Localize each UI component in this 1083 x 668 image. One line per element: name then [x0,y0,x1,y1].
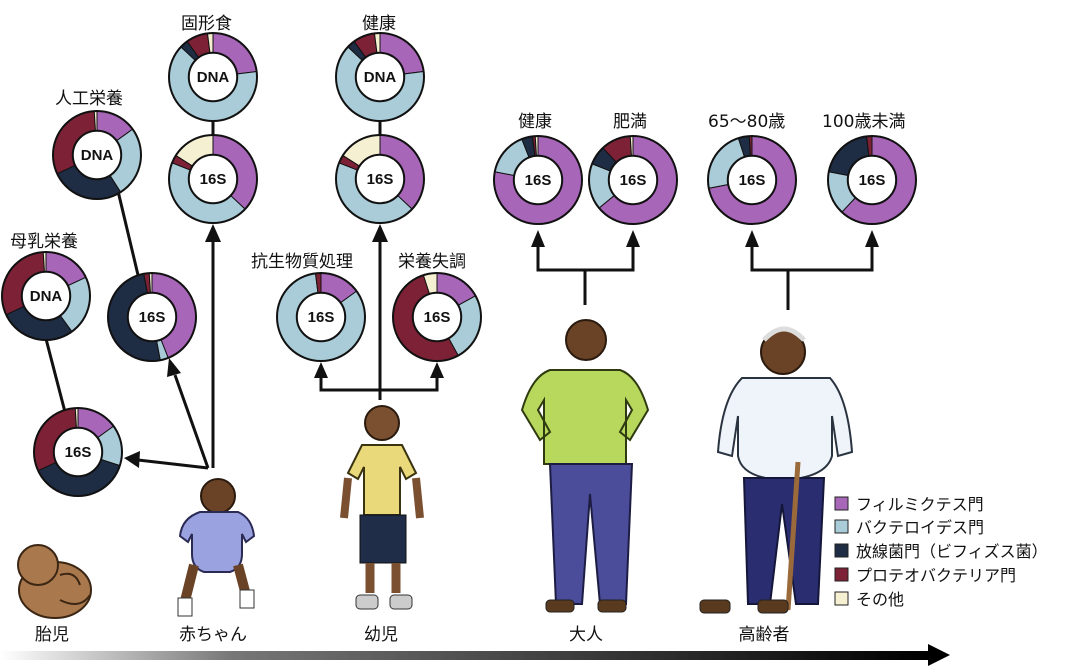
donut-center-label: DNA [30,288,63,305]
donut-charts: DNA母乳栄養16SDNA人工栄養16SDNA固形食16SDNA健康16S16S… [1,14,917,497]
donut-sf-dna: DNA 固形食 [168,14,258,122]
bf-connector [43,334,67,413]
donut-hc-16s: 16S [335,134,425,224]
donut-el-16s: 16S 65～80歳 [707,112,797,225]
donut-center-label: 16S [424,309,451,326]
donut-center-label: 16S [620,172,647,189]
donut-title: 固形食 [181,14,232,34]
donut-ff-16s: 16S [107,272,197,362]
legend-swatch-firmicutes [834,496,849,511]
donut-bf-dna: DNA 母乳栄養 [1,232,91,341]
donut-title: 人工栄養 [55,89,123,109]
donut-center-label: 16S [65,444,92,461]
legend-swatch-bacteroidetes [834,519,849,534]
elderly-figure [699,326,854,614]
donut-title: 肥満 [613,112,647,132]
child-figure [340,405,424,610]
stage-label-baby: 赤ちゃん [179,625,247,645]
donut-center-label: 16S [859,172,886,189]
stage-label-adult: 大人 [569,625,603,645]
arrows [124,224,879,470]
stage-labels: 胎児 赤ちゃん 幼児 大人 高齢者 [35,625,790,645]
legend-label-bacteroidetes: バクテロイデス門 [856,518,984,537]
donut-title: 栄養失調 [398,252,466,272]
donut-sf-16s: 16S [168,134,258,224]
donut-center-label: 16S [200,171,227,188]
donut-bf-16s: 16S [33,407,123,497]
donut-title: 健康 [362,14,396,34]
legend-swatch-actinobacteria [834,543,849,558]
donut-center-label: 16S [308,309,335,326]
donut-center-label: DNA [81,147,114,164]
stage-label-fetus: 胎児 [35,625,69,645]
donut-title: 母乳栄養 [10,232,78,252]
legend-label-other: その他 [856,590,904,609]
arrow-head-up [205,224,221,242]
donut-cen-16s: 16S 100歳未満 [822,112,917,225]
legend-label-proteobacteria: プロテオバクテリア門 [856,566,1016,585]
donut-center-label: 16S [139,309,166,326]
donut-ab-16s: 16S 抗生物質処理 [251,252,366,362]
arrow-head-left [124,451,140,468]
donut-center-label: DNA [197,69,230,86]
donut-ah-16s: 16S 健康 [493,112,583,225]
donut-title: 抗生物質処理 [251,252,353,272]
legend: フィルミクテス門 バクテロイデス門 放線菌門（ビフィズス菌） プロテオバクテリア… [834,495,1048,609]
donut-hc-dna: DNA 健康 [335,14,425,122]
arrow-head-up-left [167,358,181,377]
donut-title: 100歳未満 [822,112,905,132]
donut-mn-16s: 16S 栄養失調 [392,252,482,362]
adult-figure [520,319,650,613]
donut-title: 健康 [518,112,552,132]
time-arrow [0,644,950,666]
donut-center-label: 16S [739,172,766,189]
stage-label-child: 幼児 [364,625,398,645]
ff-connector [116,190,140,276]
baby-figure [177,478,256,617]
legend-label-firmicutes: フィルミクテス門 [856,495,984,514]
donut-center-label: DNA [364,69,397,86]
donut-ff-dna: DNA 人工栄養 [52,89,142,200]
donut-center-label: 16S [525,172,552,189]
donut-title: 65～80歳 [708,112,785,132]
fetus-figure [17,544,92,619]
stage-label-elderly: 高齢者 [739,625,790,645]
legend-swatch-proteobacteria [834,567,849,582]
legend-label-actinobacteria: 放線菌門（ビフィズス菌） [856,542,1048,561]
legend-swatch-other [834,591,849,606]
donut-center-label: 16S [367,171,394,188]
donut-ob-16s: 16S 肥満 [588,112,678,225]
